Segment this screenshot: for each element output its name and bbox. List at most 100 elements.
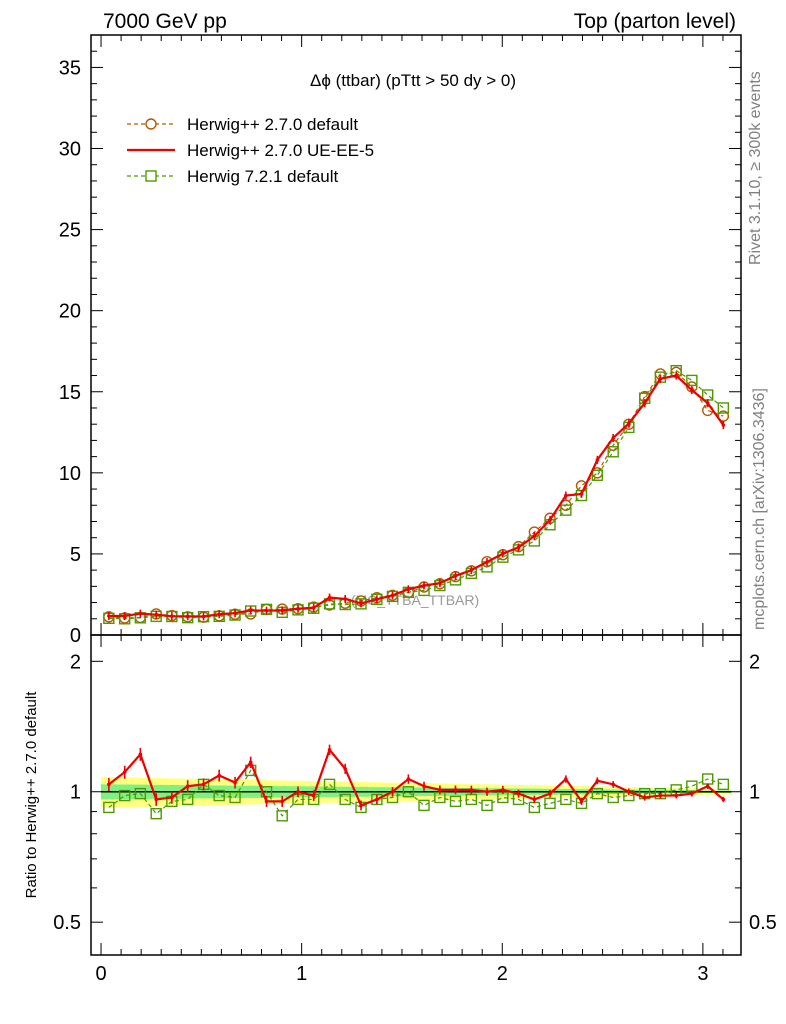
ratio-point-herwigpp-ue-ee-5 <box>233 780 237 785</box>
header: 7000 GeV pp Top (parton level) <box>103 10 736 33</box>
ratio-point-herwigpp-ue-ee-5 <box>453 788 458 792</box>
data-point-herwigpp-ue-ee-5 <box>390 593 395 598</box>
ratio-y-tick-label-right: 1 <box>749 782 760 804</box>
data-point-herwig7 <box>560 504 572 516</box>
data-point-herwigpp-ue-ee-5 <box>375 597 379 602</box>
data-point-herwigpp-ue-ee-5 <box>438 581 442 585</box>
ratio-point-herwigpp-ue-ee-5 <box>579 799 584 804</box>
ratio-point-herwig7 <box>528 801 541 814</box>
ratio-point-herwigpp-ue-ee-5 <box>359 803 363 808</box>
ratio-point-herwigpp-ue-ee-5 <box>154 797 159 802</box>
ratio-point-herwigpp-ue-ee-5 <box>721 797 726 802</box>
ratio-point-herwigpp-ue-ee-5 <box>201 782 206 787</box>
ratio-point-herwigpp-ue-ee-5 <box>705 784 710 788</box>
ratio-point-herwigpp-ue-ee-5 <box>343 766 347 771</box>
x-tick-label: 2 <box>497 963 508 985</box>
data-point-herwigpp-ue-ee-5 <box>690 388 694 392</box>
ratio-point-herwigpp-ue-ee-5 <box>658 793 663 798</box>
data-point-herwigpp-ue-ee-5 <box>359 601 363 606</box>
ratio-point-herwig7 <box>181 793 194 806</box>
ratio-plot-panel: 0.5 0.5 1 1 2 2 0 1 2 3 Ratio to Herwig++ 2.7.0 de… <box>23 634 777 985</box>
main-plot-panel: 0 5 10 15 20 25 30 35 Δϕ (ttbar) (pTtt > 50 dy >… <box>59 34 742 647</box>
ratio-y-tick-label: 1 <box>70 782 81 804</box>
ratio-point-herwigpp-ue-ee-5 <box>296 789 300 794</box>
data-point-herwig7 <box>607 446 619 458</box>
ratio-point-herwigpp-ue-ee-5 <box>138 752 143 757</box>
ratio-y-tick-label-right: 2 <box>749 651 760 673</box>
plot-title: Δϕ (ttbar) (pTtt > 50 dy > 0) <box>310 71 516 90</box>
data-point-herwigpp-ue-ee-5 <box>311 605 316 610</box>
ratio-point-herwig7 <box>465 793 478 806</box>
ratio-line-herwigpp-ue-ee-5 <box>108 747 725 807</box>
data-point-herwigpp-ue-ee-5 <box>453 574 458 578</box>
ratio-point-herwigpp-ue-ee-5 <box>107 782 111 787</box>
data-point-herwigpp-ue-ee-5 <box>548 518 552 522</box>
ratio-point-herwigpp-ue-ee-5 <box>548 791 552 796</box>
legend-label: Herwig++ 2.7.0 UE-EE-5 <box>187 141 374 160</box>
rivet-version-label: Rivet 3.1.10, ≥ 300k events <box>747 71 764 265</box>
ratio-point-herwig7 <box>134 787 147 800</box>
ratio-point-herwig7 <box>402 786 415 798</box>
data-point-herwigpp-ue-ee-5 <box>154 612 159 617</box>
series-line-herwig7 <box>108 370 724 620</box>
data-point-herwig7 <box>591 469 604 481</box>
ratio-point-herwigpp-ue-ee-5 <box>327 747 332 752</box>
ratio-point-herwig7 <box>229 791 241 804</box>
data-point-herwigpp-ue-ee-5 <box>642 401 647 405</box>
data-point-herwigpp-ue-ee-5 <box>579 492 584 496</box>
legend-label: Herwig 7.2.1 default <box>187 167 338 186</box>
ratio-point-herwigpp-ue-ee-5 <box>611 782 616 787</box>
ratio-plot-frame <box>90 634 742 956</box>
ratio-point-herwigpp-ue-ee-5 <box>595 778 600 783</box>
ratio-point-herwigpp-ue-ee-5 <box>532 797 537 802</box>
ratio-point-herwig7 <box>418 799 430 812</box>
data-point-herwigpp-ue-ee-5 <box>627 421 631 426</box>
data-point-herwigpp-ue-ee-5 <box>343 597 347 601</box>
ratio-point-herwigpp-ue-ee-5 <box>248 760 253 764</box>
y-tick-label: 35 <box>59 57 81 79</box>
ratio-point-herwigpp-ue-ee-5 <box>690 791 694 796</box>
data-point-herwigpp-ue-ee-5 <box>532 534 537 538</box>
data-point-herwigpp-ue-ee-5 <box>469 568 474 572</box>
data-point-herwigpp-ue-ee-5 <box>658 376 663 381</box>
ratio-point-herwigpp-ue-ee-5 <box>501 788 505 792</box>
ratio-point-herwig7 <box>150 807 162 820</box>
data-point-herwigpp-ue-ee-5 <box>327 595 332 600</box>
ratio-point-herwigpp-ue-ee-5 <box>375 797 379 802</box>
ratio-point-herwig7 <box>591 787 604 800</box>
ratio-y-axis-label: Ratio to Herwig++ 2.7.0 default <box>23 691 40 899</box>
ratio-point-herwigpp-ue-ee-5 <box>516 791 521 796</box>
ratio-point-herwigpp-ue-ee-5 <box>280 799 284 804</box>
series-line-herwigpp-default <box>108 371 724 619</box>
ratio-point-herwig7 <box>544 797 556 810</box>
y-tick-label: 20 <box>59 301 81 323</box>
data-point-herwig7 <box>371 593 383 606</box>
mcplots-label: mcplots.cern.ch [arXiv:1306.3436] <box>751 388 768 630</box>
analysis-watermark: (MC_TTBA_TTBAR) <box>351 592 479 608</box>
ratio-point-herwig7 <box>213 789 225 802</box>
ratio-point-herwig7 <box>339 793 351 806</box>
data-point-herwigpp-ue-ee-5 <box>185 614 190 619</box>
series-line-herwigpp-ue-ee-5 <box>108 374 725 618</box>
ratio-y-tick-label: 0.5 <box>53 912 81 934</box>
legend-label: Herwig++ 2.7.0 default <box>187 115 358 134</box>
ratio-point-herwigpp-ue-ee-5 <box>185 784 190 788</box>
ratio-point-herwigpp-ue-ee-5 <box>122 770 127 774</box>
data-point-herwigpp-ue-ee-5 <box>201 614 206 619</box>
ratio-y-tick-label: 2 <box>70 651 81 673</box>
data-point-herwigpp-ue-ee-5 <box>233 611 237 615</box>
ratio-point-herwig7 <box>276 810 288 822</box>
data-point-herwigpp-ue-ee-5 <box>138 611 143 616</box>
ratio-point-herwigpp-ue-ee-5 <box>311 793 316 798</box>
data-point-herwigpp-ue-ee-5 <box>595 458 600 462</box>
data-point-herwigpp-ue-ee-5 <box>516 545 521 550</box>
y-tick-label: 5 <box>70 544 81 566</box>
legend-marker-circle <box>145 118 157 130</box>
ratio-point-herwig7 <box>481 799 493 812</box>
header-right-label: Top (parton level) <box>574 10 736 33</box>
y-tick-label: 30 <box>59 139 81 161</box>
ratio-point-herwigpp-ue-ee-5 <box>485 789 489 794</box>
y-tick-label: 0 <box>70 625 81 647</box>
ratio-point-herwigpp-ue-ee-5 <box>564 777 568 781</box>
